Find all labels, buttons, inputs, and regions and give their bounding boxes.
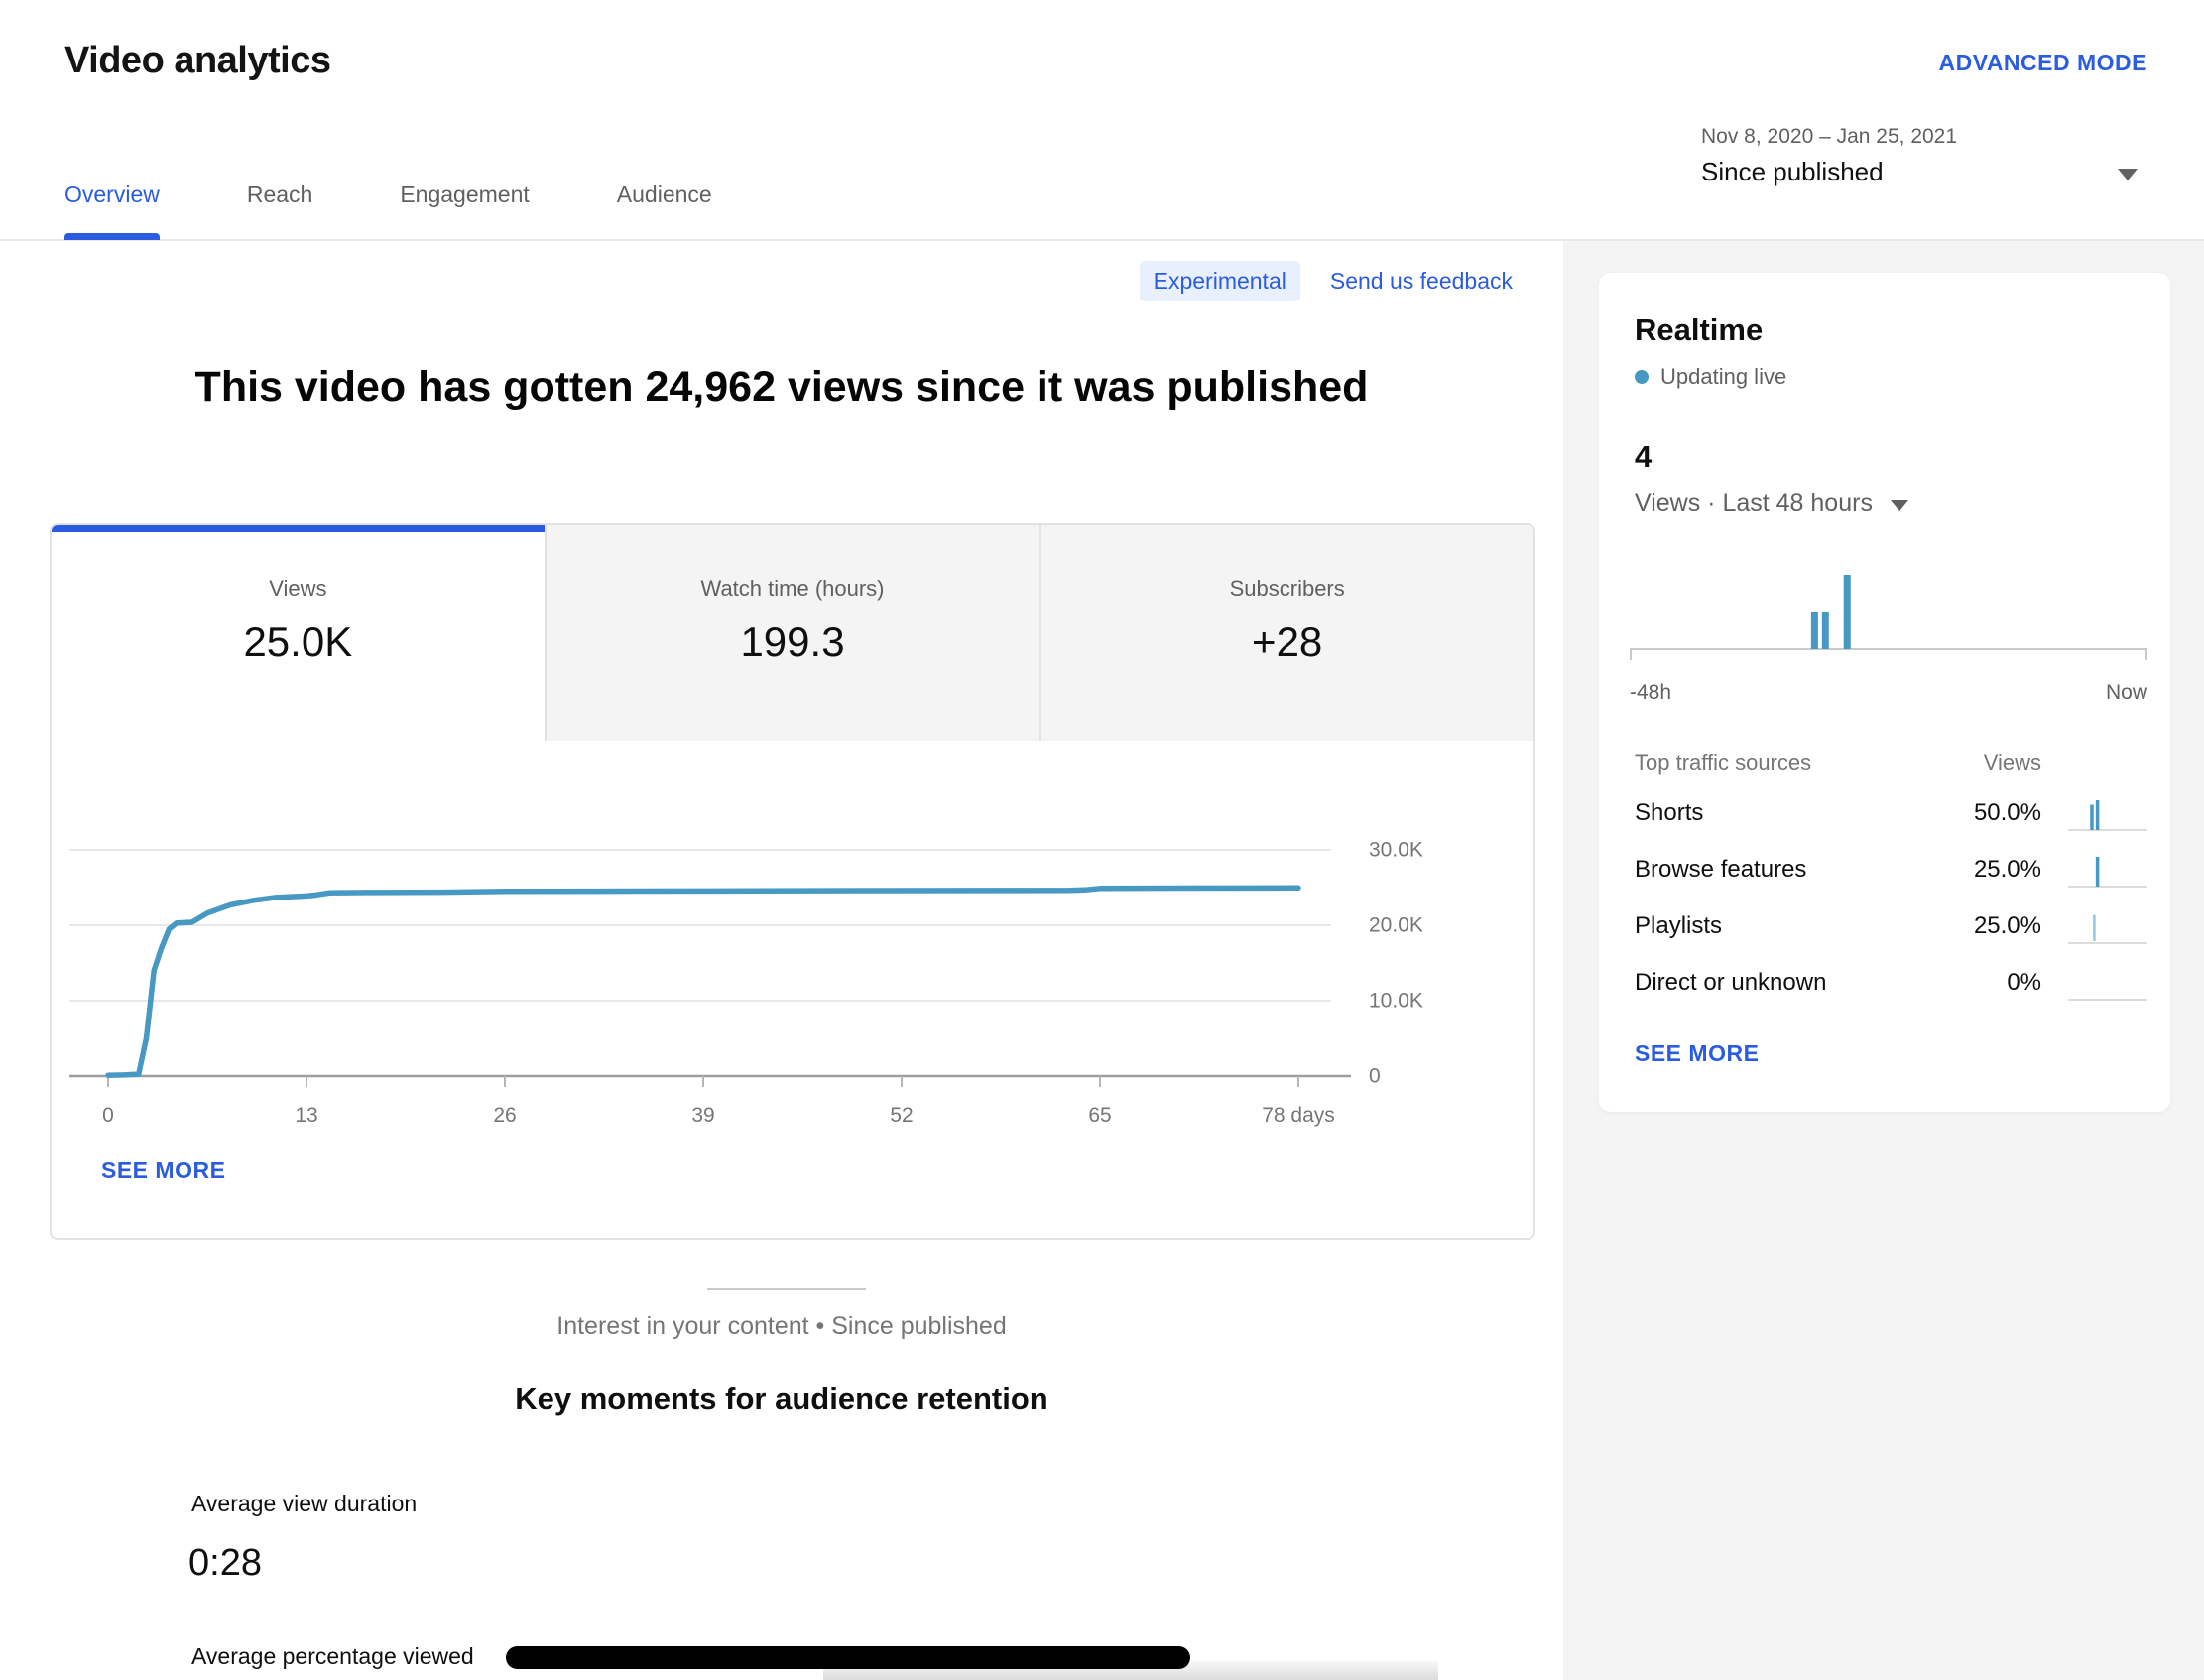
metric-tabs: Views 25.0K Watch time (hours) 199.3 Sub…: [52, 525, 1533, 741]
tab-audience[interactable]: Audience: [616, 181, 712, 207]
advanced-mode-link[interactable]: ADVANCED MODE: [1938, 50, 2147, 75]
date-preset-text: Since published: [1701, 157, 1884, 186]
realtime-bar-chart: [1630, 538, 2147, 681]
tab-engagement[interactable]: Engagement: [400, 181, 530, 207]
svg-text:10.0K: 10.0K: [1369, 990, 1423, 1013]
realtime-count: 4: [1635, 439, 1653, 474]
avg-view-duration-label: Average view duration: [191, 1491, 418, 1516]
svg-text:0: 0: [1369, 1065, 1381, 1088]
traffic-sources-column-header: Top traffic sources: [1635, 750, 1812, 775]
sparkline: [2068, 856, 2147, 888]
metric-value: +28: [1252, 618, 1323, 664]
svg-text:39: 39: [691, 1104, 714, 1127]
metric-value: 199.3: [740, 618, 845, 664]
cropped-card-edge: [823, 1660, 1438, 1680]
metric-label: Subscribers: [1229, 576, 1345, 601]
realtime-bars-svg: [1630, 575, 2147, 660]
top-traffic-sources: Top traffic sources Views Shorts 50.0% B…: [1635, 741, 2147, 1011]
traffic-table-header: Top traffic sources Views: [1635, 741, 2147, 784]
chevron-down-icon: [1890, 500, 1908, 511]
svg-text:30.0K: 30.0K: [1369, 839, 1423, 862]
page-title: Video analytics: [64, 40, 331, 81]
avg-pct-viewed-label: Average percentage viewed: [191, 1643, 474, 1669]
realtime-see-more-link[interactable]: SEE MORE: [1635, 1040, 1760, 1066]
date-range-text: Nov 8, 2020 – Jan 25, 2021: [1701, 125, 1958, 148]
svg-text:13: 13: [295, 1104, 317, 1127]
sparkline: [2068, 799, 2147, 831]
section-divider: [707, 1288, 866, 1290]
traffic-row-shorts: Shorts 50.0%: [1635, 784, 2147, 841]
sparkline: [2068, 998, 2147, 1001]
realtime-metric-dropdown[interactable]: Views · Last 48 hours: [1635, 489, 2135, 518]
axis-right-label: Now: [2105, 681, 2147, 704]
views-line-chart[interactable]: 30.0K 20.0K 10.0K 0 0 13 26 39 52 65 78 days: [52, 741, 1535, 1157]
live-status-text: Updating live: [1660, 364, 1787, 389]
sparkline: [2068, 914, 2147, 944]
overview-chart-card: Views 25.0K Watch time (hours) 199.3 Sub…: [50, 523, 1535, 1240]
tab-overview[interactable]: Overview: [64, 181, 160, 240]
send-feedback-link[interactable]: Send us feedback: [1329, 268, 1513, 294]
metric-label: Views: [269, 576, 327, 601]
realtime-axis-labels: -48h Now: [1630, 681, 2147, 705]
live-status-row: Updating live: [1635, 364, 2135, 390]
views-column-header: Views: [1983, 750, 2041, 775]
key-moments-title: Key moments for audience retention: [515, 1381, 1048, 1416]
redacted-value-bar: [506, 1646, 1190, 1669]
metric-tab-subscribers[interactable]: Subscribers +28: [1039, 525, 1533, 741]
svg-text:20.0K: 20.0K: [1369, 914, 1423, 937]
metric-tab-watch-time[interactable]: Watch time (hours) 199.3: [544, 525, 1040, 741]
experimental-badge: Experimental: [1139, 261, 1300, 301]
traffic-row-playlists: Playlists 25.0%: [1635, 898, 2147, 954]
tab-reach[interactable]: Reach: [246, 181, 313, 207]
realtime-title: Realtime: [1635, 312, 1764, 347]
analytics-tabs: Overview Reach Engagement Audience: [64, 181, 799, 240]
axis-left-label: -48h: [1630, 681, 1672, 704]
svg-text:65: 65: [1088, 1104, 1111, 1127]
metric-tab-views[interactable]: Views 25.0K: [52, 525, 545, 741]
experimental-row: Experimental Send us feedback: [1139, 261, 1513, 301]
realtime-card: Realtime Updating live 4 Views · Last 48…: [1599, 273, 2170, 1112]
chevron-down-icon: [2118, 169, 2138, 180]
summary-headline: This video has gotten 24,962 views since…: [194, 363, 1369, 411]
avg-view-duration-value: 0:28: [188, 1542, 262, 1584]
date-range-picker[interactable]: Nov 8, 2020 – Jan 25, 2021 Since publish…: [1701, 125, 2147, 187]
chart-see-more-link[interactable]: SEE MORE: [101, 1157, 226, 1183]
metric-value: 25.0K: [243, 618, 353, 664]
interest-caption: Interest in your content • Since publish…: [556, 1312, 1007, 1340]
svg-text:78 days: 78 days: [1262, 1104, 1335, 1127]
svg-text:52: 52: [890, 1104, 913, 1127]
metric-label: Watch time (hours): [700, 576, 885, 601]
header: Video analytics Overview Reach Engagemen…: [0, 0, 2204, 241]
svg-text:26: 26: [493, 1104, 516, 1127]
svg-text:0: 0: [102, 1104, 114, 1127]
traffic-row-browse-features: Browse features 25.0%: [1635, 841, 2147, 898]
right-sidebar: Realtime Updating live 4 Views · Last 48…: [1563, 241, 2204, 1680]
traffic-row-direct: Direct or unknown 0%: [1635, 954, 2147, 1011]
main-content: Experimental Send us feedback This video…: [0, 241, 1563, 1680]
live-dot-icon: [1635, 370, 1649, 384]
realtime-metric-label: Views · Last 48 hours: [1635, 489, 1873, 517]
